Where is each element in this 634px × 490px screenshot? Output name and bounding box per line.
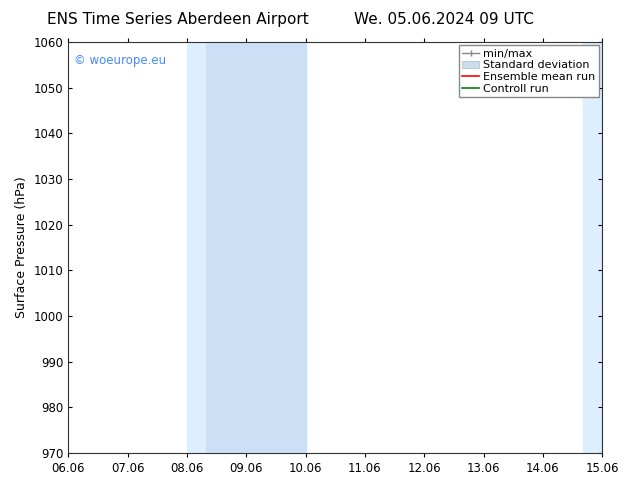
- Text: We. 05.06.2024 09 UTC: We. 05.06.2024 09 UTC: [354, 12, 534, 27]
- Text: © woeurope.eu: © woeurope.eu: [74, 54, 165, 68]
- Bar: [187, 42, 207, 453]
- Bar: [583, 42, 602, 453]
- Bar: [207, 42, 306, 453]
- Legend: min/max, Standard deviation, Ensemble mean run, Controll run: min/max, Standard deviation, Ensemble me…: [459, 46, 599, 97]
- Y-axis label: Surface Pressure (hPa): Surface Pressure (hPa): [15, 176, 28, 318]
- Text: ENS Time Series Aberdeen Airport: ENS Time Series Aberdeen Airport: [47, 12, 308, 27]
- Bar: [602, 42, 632, 453]
